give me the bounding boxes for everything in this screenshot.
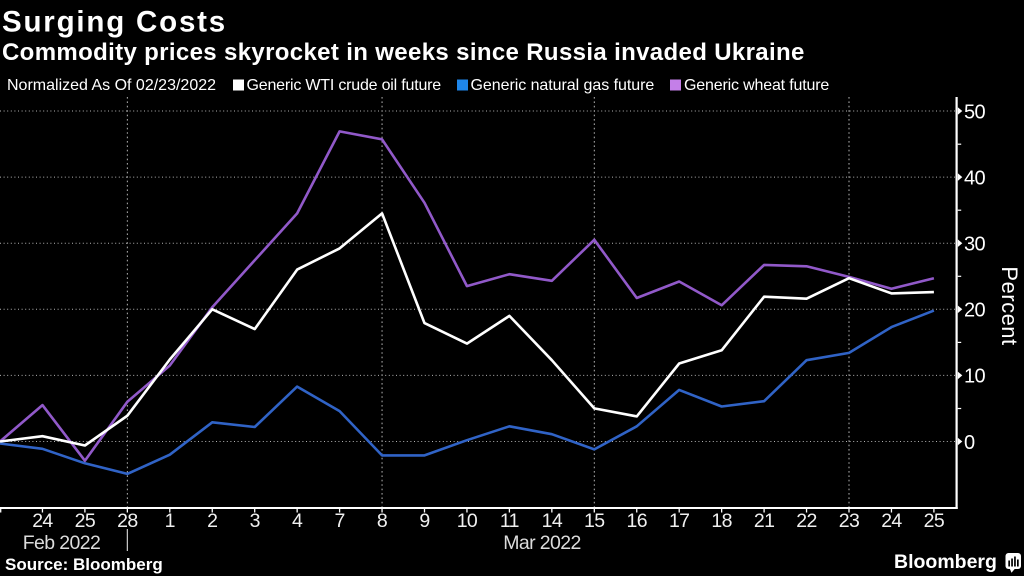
svg-text:Source: Bloomberg: Source: Bloomberg <box>5 555 163 574</box>
svg-text:2: 2 <box>207 510 217 532</box>
svg-text:23: 23 <box>839 510 860 532</box>
svg-text:21: 21 <box>754 510 775 532</box>
svg-text:24: 24 <box>881 510 902 532</box>
svg-text:25: 25 <box>924 510 945 532</box>
svg-text:Feb 2022: Feb 2022 <box>23 532 101 554</box>
svg-text:22: 22 <box>796 510 817 532</box>
svg-text:24: 24 <box>32 510 53 532</box>
svg-text:28: 28 <box>117 510 138 532</box>
svg-text:25: 25 <box>75 510 96 532</box>
svg-text:8: 8 <box>377 510 387 532</box>
svg-text:4: 4 <box>292 510 303 532</box>
svg-text:30: 30 <box>964 234 986 256</box>
svg-text:Generic natural gas future: Generic natural gas future <box>471 77 655 94</box>
svg-text:1: 1 <box>165 510 175 532</box>
svg-text:15: 15 <box>584 510 605 532</box>
svg-text:Generic wheat future: Generic wheat future <box>684 77 829 94</box>
svg-text:16: 16 <box>627 510 648 532</box>
svg-text:50: 50 <box>964 101 986 123</box>
svg-text:10: 10 <box>457 510 478 532</box>
svg-text:11: 11 <box>500 510 519 532</box>
svg-text:9: 9 <box>419 510 429 532</box>
svg-text:Generic WTI crude oil future: Generic WTI crude oil future <box>247 77 442 94</box>
svg-text:3: 3 <box>250 510 260 532</box>
svg-text:40: 40 <box>964 167 986 189</box>
svg-text:7: 7 <box>334 510 344 532</box>
svg-text:10: 10 <box>964 366 986 388</box>
svg-text:Normalized As Of 02/23/2022: Normalized As Of 02/23/2022 <box>7 77 216 94</box>
svg-text:20: 20 <box>964 300 986 322</box>
svg-text:Commodity prices skyrocket in: Commodity prices skyrocket in weeks sinc… <box>2 39 805 66</box>
svg-text:Percent: Percent <box>997 266 1022 345</box>
svg-text:Surging Costs: Surging Costs <box>2 6 227 39</box>
svg-text:18: 18 <box>711 510 732 532</box>
svg-text:14: 14 <box>542 510 563 532</box>
svg-text:Mar 2022: Mar 2022 <box>503 532 581 554</box>
svg-text:Bloomberg: Bloomberg <box>894 551 997 573</box>
svg-text:17: 17 <box>669 510 690 532</box>
svg-text:0: 0 <box>964 432 975 454</box>
